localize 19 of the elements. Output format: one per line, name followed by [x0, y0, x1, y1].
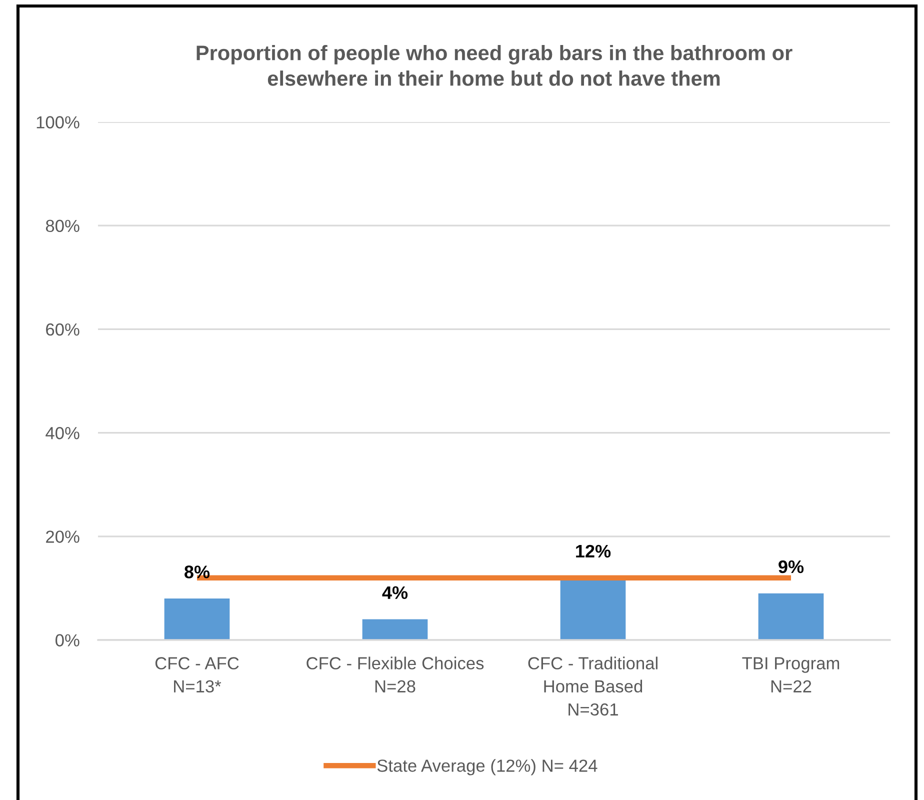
- x-tick-label: CFC - AFC N=13*: [155, 657, 239, 693]
- bar: [758, 593, 824, 640]
- data-label: 12%: [576, 544, 611, 558]
- y-tick-label: 40%: [46, 426, 80, 440]
- data-label: 8%: [184, 566, 210, 578]
- data-label: 9%: [778, 560, 804, 574]
- data-label: 4%: [382, 586, 408, 600]
- y-tick-label: 20%: [46, 530, 80, 543]
- y-tick-label: 80%: [46, 220, 80, 232]
- x-tick-label: CFC - Flexible Choices N=28: [306, 656, 484, 693]
- y-tick-label: 60%: [46, 323, 80, 336]
- y-tick-label: 100%: [36, 116, 80, 128]
- legend-label: State Average (12%) N= 424: [377, 759, 598, 776]
- bar: [164, 598, 230, 640]
- y-tick-label: 0%: [56, 634, 80, 646]
- bar: [362, 619, 428, 640]
- x-tick-label: CFC - Traditional Home Based N=361: [528, 656, 658, 716]
- chart-title: Proportion of people who need grab bars in the bathroom or elsewhere in their home but do not have them: [196, 45, 792, 86]
- x-tick-label: TBI Program N=22: [742, 657, 840, 692]
